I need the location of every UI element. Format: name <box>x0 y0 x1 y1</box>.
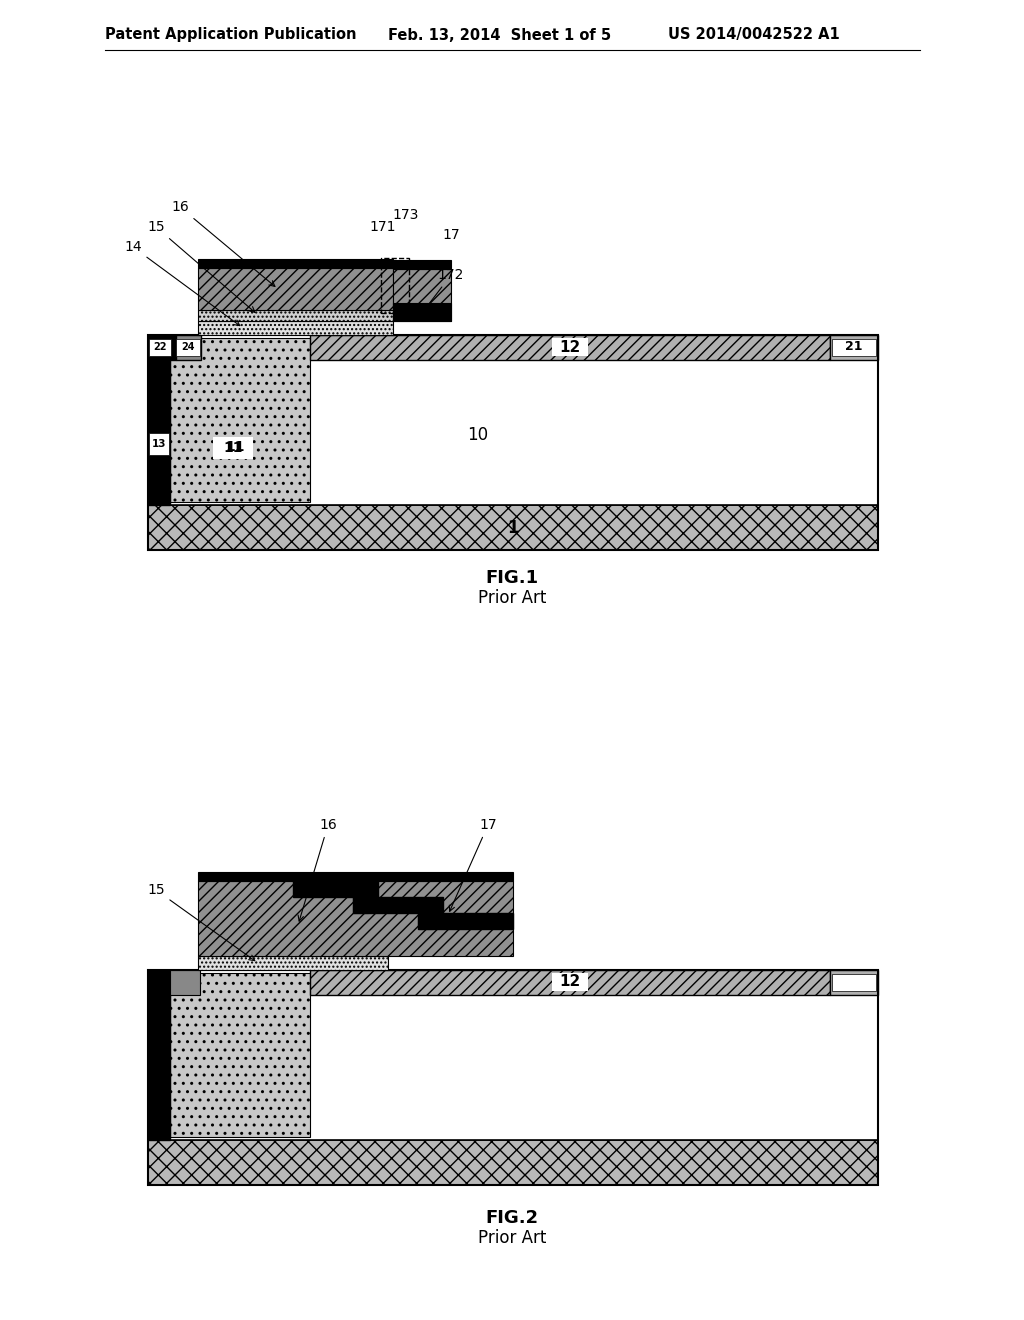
Bar <box>148 360 878 506</box>
Bar <box>170 970 200 995</box>
Bar <box>293 880 378 898</box>
Text: FIG.1: FIG.1 <box>485 569 539 587</box>
Text: Prior Art: Prior Art <box>478 589 546 607</box>
Bar <box>393 304 451 321</box>
Text: 12: 12 <box>559 339 581 355</box>
Bar <box>393 269 451 321</box>
Bar <box>198 956 388 970</box>
Bar <box>213 437 253 459</box>
Text: 22: 22 <box>154 342 167 352</box>
Bar <box>198 321 393 335</box>
Text: 11: 11 <box>225 440 245 454</box>
Bar <box>150 433 169 455</box>
Bar <box>170 973 310 1137</box>
Bar <box>198 259 393 268</box>
Bar <box>170 338 310 502</box>
Bar <box>393 260 451 269</box>
Bar <box>148 1140 878 1185</box>
Bar <box>176 339 200 356</box>
Bar <box>830 970 878 995</box>
Bar <box>148 335 878 550</box>
Text: 14: 14 <box>124 240 240 326</box>
Bar <box>831 974 876 991</box>
Bar <box>830 335 878 360</box>
Text: FIG.2: FIG.2 <box>485 1209 539 1228</box>
Text: 16: 16 <box>298 818 337 921</box>
Text: 11: 11 <box>223 441 243 455</box>
Bar <box>552 973 588 991</box>
Text: 21: 21 <box>845 341 863 354</box>
Text: 13: 13 <box>152 440 166 449</box>
Text: Patent Application Publication: Patent Application Publication <box>105 28 356 42</box>
Bar <box>198 310 393 321</box>
Bar <box>381 257 409 313</box>
Text: Feb. 13, 2014  Sheet 1 of 5: Feb. 13, 2014 Sheet 1 of 5 <box>388 28 611 42</box>
Bar <box>198 880 513 956</box>
Bar <box>148 970 878 1185</box>
Bar <box>148 335 170 506</box>
Text: 15: 15 <box>147 220 255 313</box>
Text: 10: 10 <box>467 426 488 444</box>
Text: 17: 17 <box>450 818 497 911</box>
Text: US 2014/0042522 A1: US 2014/0042522 A1 <box>668 28 840 42</box>
Text: 172: 172 <box>424 268 464 310</box>
Text: Prior Art: Prior Art <box>478 1229 546 1247</box>
Bar <box>310 970 830 995</box>
Text: 171: 171 <box>370 220 396 234</box>
Text: 173: 173 <box>393 209 419 222</box>
Text: 12: 12 <box>559 974 581 990</box>
Bar <box>353 898 443 913</box>
Text: 15: 15 <box>147 883 255 961</box>
Bar <box>418 913 513 929</box>
Bar <box>831 339 876 356</box>
Bar <box>176 335 201 360</box>
Bar <box>418 913 433 929</box>
Bar <box>148 970 170 1140</box>
Bar <box>148 335 176 360</box>
Bar <box>148 506 878 550</box>
Bar <box>198 873 513 880</box>
Bar <box>552 338 588 356</box>
Text: 1: 1 <box>507 519 519 537</box>
Bar <box>148 995 878 1140</box>
Bar <box>150 339 171 356</box>
Text: 17: 17 <box>442 228 460 242</box>
Text: 24: 24 <box>181 342 195 352</box>
Bar <box>198 268 393 310</box>
Text: 16: 16 <box>171 201 274 286</box>
Bar <box>353 898 368 913</box>
Bar <box>310 335 830 360</box>
